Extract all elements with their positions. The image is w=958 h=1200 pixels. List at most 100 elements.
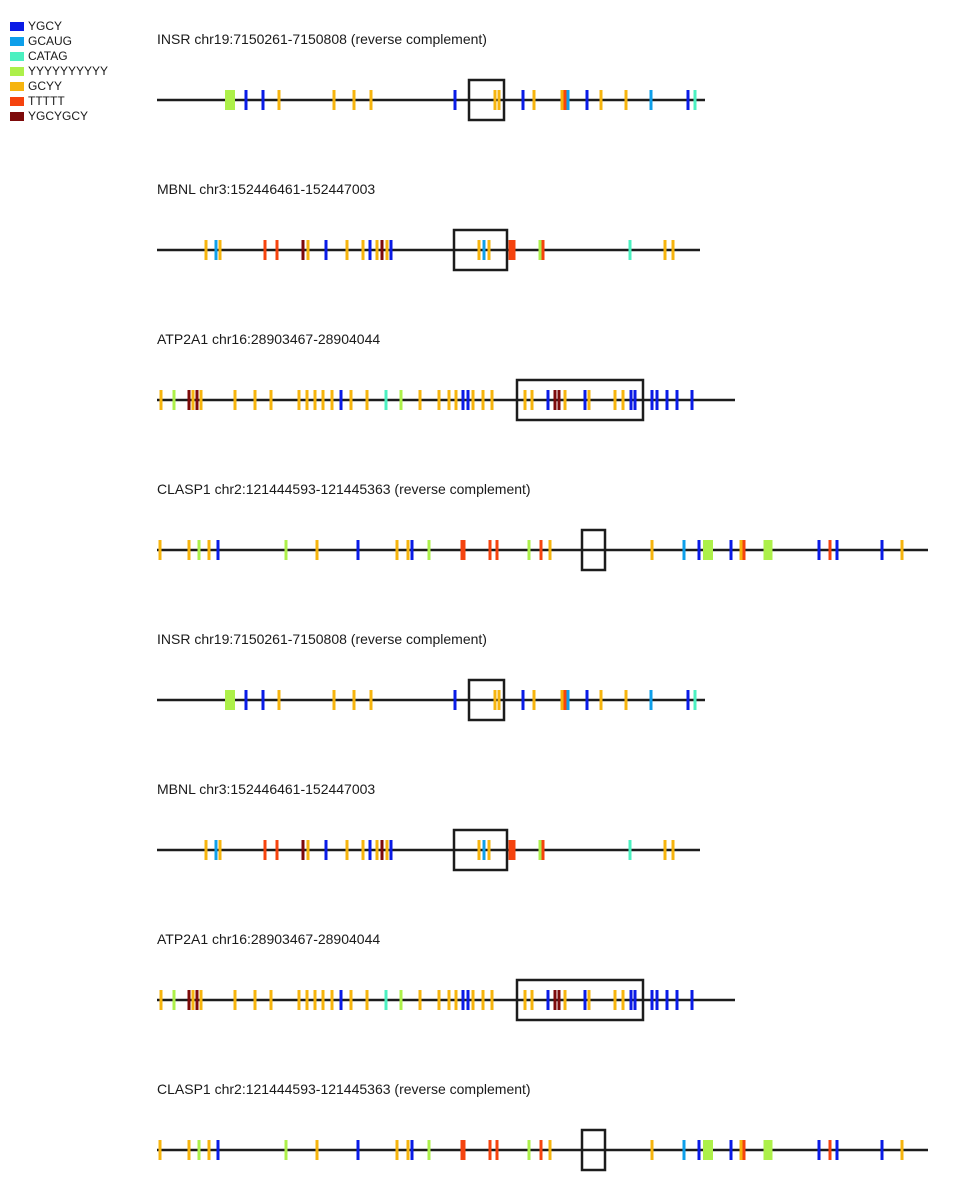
motif-mark-yyyyyyyyyy xyxy=(225,90,235,110)
motif-mark-yyyyyyyyyy xyxy=(703,540,713,560)
motif-mark-ygcy xyxy=(697,540,701,560)
track-title-clasp1: CLASP1 chr2:121444593-121445363 (reverse… xyxy=(157,1081,531,1097)
legend-swatch xyxy=(10,82,24,91)
motif-mark-gcyy xyxy=(437,990,441,1010)
track-title-mbnl: MBNL chr3:152446461-152447003 xyxy=(157,781,376,797)
motif-mark-ygcy xyxy=(650,990,654,1010)
motif-mark-yyyyyyyyyy xyxy=(763,1140,773,1160)
motif-mark-ttttt xyxy=(508,840,516,860)
track-title-clasp1: CLASP1 chr2:121444593-121445363 (reverse… xyxy=(157,481,531,497)
motif-mark-gcyy xyxy=(613,990,617,1010)
legend-item-gcyy: GCYY xyxy=(10,79,108,94)
motif-track xyxy=(157,378,735,422)
motif-mark-ttttt xyxy=(539,1140,543,1160)
motif-mark-gcyy xyxy=(523,990,527,1010)
motif-mark-yyyyyyyyyy xyxy=(527,540,531,560)
motif-mark-ttttt xyxy=(495,540,499,560)
motif-mark-ygcy xyxy=(880,1140,884,1160)
motif-mark-gcaug xyxy=(482,840,486,860)
motif-mark-ttttt xyxy=(541,240,545,260)
motif-mark-gcyy xyxy=(158,540,162,560)
motif-mark-ygcy xyxy=(835,1140,839,1160)
motif-mark-ygcy xyxy=(817,1140,821,1160)
exon-box xyxy=(580,1128,607,1172)
motif-mark-gcyy xyxy=(493,690,497,710)
motif-track xyxy=(157,228,700,272)
motif-mark-catag xyxy=(693,690,697,710)
motif-mark-ygcy xyxy=(629,390,633,410)
motif-mark-gcaug xyxy=(214,240,218,260)
motif-mark-gcyy xyxy=(739,540,743,560)
motif-mark-gcyy xyxy=(563,990,567,1010)
motif-mark-catag xyxy=(628,240,632,260)
motif-mark-yyyyyyyyyy xyxy=(427,540,431,560)
motif-mark-gcyy xyxy=(650,540,654,560)
motif-mark-catag xyxy=(384,990,388,1010)
motif-mark-ygcy xyxy=(356,1140,360,1160)
motif-mark-gcyy xyxy=(349,390,353,410)
motif-mark-ygcygcy xyxy=(380,840,384,860)
motif-mark-gcyy xyxy=(345,840,349,860)
motif-mark-gcyy xyxy=(191,390,195,410)
motif-mark-ygcy xyxy=(368,240,372,260)
motif-mark-ygcy xyxy=(466,390,470,410)
motif-mark-gcyy xyxy=(330,990,334,1010)
motif-mark-gcyy xyxy=(587,990,591,1010)
motif-mark-ttttt xyxy=(563,690,567,710)
motif-mark-ygcygcy xyxy=(557,390,561,410)
motif-mark-ttttt xyxy=(263,840,267,860)
legend-label: GCYY xyxy=(28,79,63,93)
motif-mark-gcyy xyxy=(315,540,319,560)
legend-item-ttttt: TTTTT xyxy=(10,94,108,109)
motif-mark-gcyy xyxy=(663,840,667,860)
motif-mark-ygcy xyxy=(356,540,360,560)
legend-swatch xyxy=(10,67,24,76)
legend-item-ygcy: YGCY xyxy=(10,19,108,34)
motif-mark-gcyy xyxy=(671,840,675,860)
track-title-atp2a1: ATP2A1 chr16:28903467-28904044 xyxy=(157,331,381,347)
legend-item-yyyyyyyyyy: YYYYYYYYYY xyxy=(10,64,108,79)
legend-item-catag: CATAG xyxy=(10,49,108,64)
motif-mark-ygcygcy xyxy=(301,240,305,260)
motif-mark-ygcy xyxy=(461,390,465,410)
track-title-insr: INSR chr19:7150261-7150808 (reverse comp… xyxy=(157,631,487,647)
motif-mark-ygcy xyxy=(546,990,550,1010)
motif-mark-ygcy xyxy=(339,390,343,410)
motif-mark-ygcy xyxy=(633,390,637,410)
motif-mark-ttttt xyxy=(563,90,567,110)
motif-mark-gcyy xyxy=(199,990,203,1010)
motif-mark-gcyy xyxy=(599,90,603,110)
motif-mark-ygcy xyxy=(216,1140,220,1160)
motif-mark-ygcy xyxy=(675,390,679,410)
motif-mark-gcyy xyxy=(532,90,536,110)
motif-mark-ygcy xyxy=(389,240,393,260)
motif-track xyxy=(157,528,928,572)
motif-mark-ygcy xyxy=(585,690,589,710)
motif-mark-ttttt xyxy=(275,240,279,260)
motif-track xyxy=(157,1128,928,1172)
motif-mark-gcyy xyxy=(369,690,373,710)
motif-mark-gcaug xyxy=(566,90,570,110)
legend-swatch xyxy=(10,22,24,31)
exon-box xyxy=(580,528,607,572)
motif-mark-ttttt xyxy=(495,1140,499,1160)
motif-mark-ttttt xyxy=(275,840,279,860)
motif-mark-ygcy xyxy=(546,390,550,410)
motif-mark-ygcy xyxy=(655,390,659,410)
motif-mark-ygcy xyxy=(665,990,669,1010)
motif-mark-gcaug xyxy=(682,540,686,560)
motif-mark-gcyy xyxy=(560,90,564,110)
motif-mark-gcyy xyxy=(345,240,349,260)
motif-mark-gcyy xyxy=(563,390,567,410)
motif-mark-gcyy xyxy=(447,390,451,410)
motif-mark-gcyy xyxy=(315,1140,319,1160)
motif-mark-catag xyxy=(693,90,697,110)
motif-mark-gcaug xyxy=(214,840,218,860)
motif-mark-ygcygcy xyxy=(380,240,384,260)
motif-mark-ttttt xyxy=(263,240,267,260)
motif-mark-gcyy xyxy=(269,990,273,1010)
motif-mark-gcyy xyxy=(233,390,237,410)
motif-mark-ttttt xyxy=(539,540,543,560)
track-title-insr: INSR chr19:7150261-7150808 (reverse comp… xyxy=(157,31,487,47)
motif-mark-gcyy xyxy=(297,390,301,410)
